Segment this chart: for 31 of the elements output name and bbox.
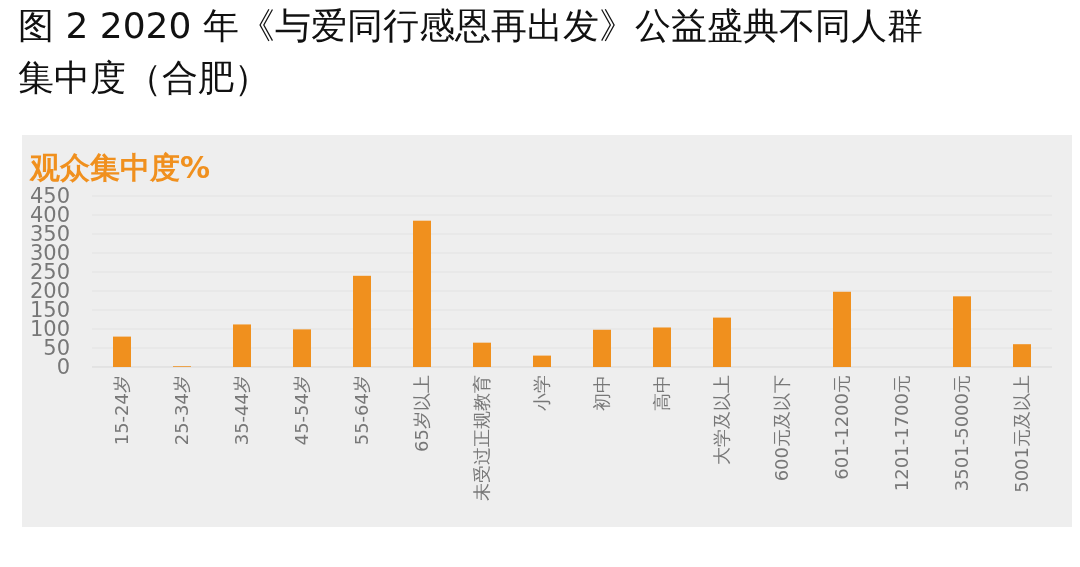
bar (413, 220, 431, 367)
bar (833, 291, 851, 367)
x-tick-label: 3501-5000元 (951, 375, 973, 492)
x-tick-label: 25-34岁 (171, 375, 193, 446)
bar (293, 329, 311, 367)
bar (713, 317, 731, 367)
bar (1013, 344, 1031, 367)
x-tick-label: 600元及以下 (771, 375, 793, 482)
x-tick-label: 高中 (651, 375, 673, 411)
chart-title: 图 2 2020 年《与爱同行感恩再出发》公益盛典不同人群集中度（合肥） (18, 5, 923, 98)
bar (233, 324, 251, 367)
x-tick-label: 55-64岁 (351, 375, 373, 446)
x-tick-label: 601-1200元 (831, 375, 853, 480)
x-tick-label: 35-44岁 (231, 375, 253, 446)
x-tick-label: 65岁以上 (411, 375, 433, 452)
x-tick-label: 45-54岁 (291, 375, 313, 446)
bar (653, 327, 671, 367)
bar (953, 296, 971, 367)
x-tick-label: 小学 (531, 375, 553, 411)
y-axis-title: 观众集中度% (29, 150, 211, 185)
bar (473, 342, 491, 367)
bar (533, 355, 551, 367)
bar (593, 329, 611, 367)
x-tick-label: 未受过正规教育 (471, 375, 493, 501)
bar (353, 275, 371, 367)
x-tick-label: 5001元及以上 (1011, 375, 1033, 493)
x-tick-label: 15-24岁 (111, 375, 133, 446)
x-tick-label: 初中 (591, 375, 613, 411)
x-tick-label: 大学及以上 (711, 375, 733, 465)
bar (113, 336, 131, 367)
x-tick-label: 1201-1700元 (891, 375, 913, 492)
